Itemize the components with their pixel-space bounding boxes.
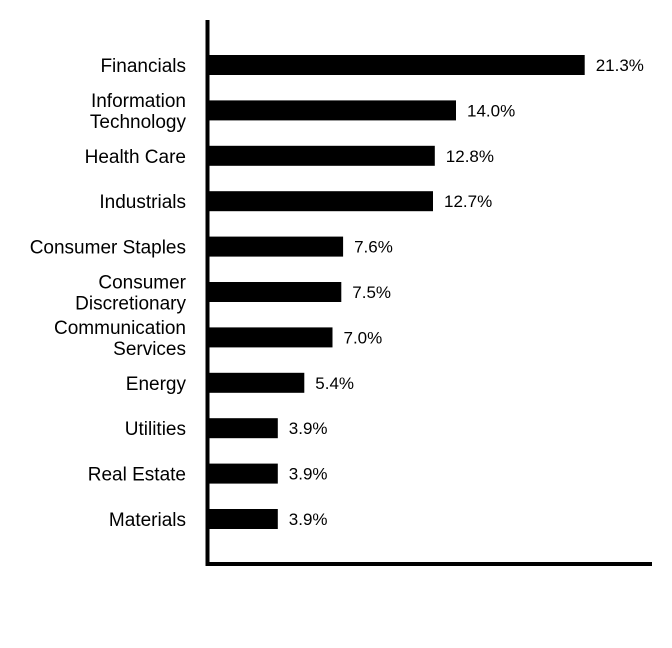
category-label-utilities: Utilities xyxy=(125,419,186,440)
bar-materials xyxy=(209,509,278,529)
value-label-consumer-discretionary: 7.5% xyxy=(352,283,391,302)
bar-communication-services xyxy=(209,327,333,348)
bar-consumer-discretionary xyxy=(209,282,342,302)
value-label-real-estate: 3.9% xyxy=(289,465,328,484)
category-label-line: Energy xyxy=(126,374,187,395)
bar-financials xyxy=(209,55,585,75)
category-label-line: Communication xyxy=(54,318,186,339)
category-label-communication-services: Communication Services xyxy=(54,318,186,360)
category-label-line: Utilities xyxy=(125,419,186,440)
bar-utilities xyxy=(209,418,278,439)
value-label-communication-services: 7.0% xyxy=(344,328,383,347)
bar-consumer-staples xyxy=(209,236,344,257)
category-label-line: Services xyxy=(113,339,186,360)
bar-health-care xyxy=(209,145,435,166)
category-label-line: Consumer xyxy=(98,273,186,294)
category-label-line: Consumer Staples xyxy=(30,238,186,259)
bar-real-estate xyxy=(209,463,278,484)
bar-information-technology xyxy=(209,100,456,121)
bars-group xyxy=(209,55,585,529)
value-label-industrials: 12.7% xyxy=(444,192,492,211)
category-label-line: Technology xyxy=(90,112,187,133)
category-label-information-technology: Information Technology xyxy=(90,91,187,133)
category-labels-group: Financials Information Technology Health Ca… xyxy=(30,56,187,531)
category-label-line: Materials xyxy=(109,510,186,531)
category-label-line: Information xyxy=(91,91,186,112)
value-label-information-technology: 14.0% xyxy=(467,101,515,120)
value-label-energy: 5.4% xyxy=(315,374,354,393)
value-label-utilities: 3.9% xyxy=(289,419,328,438)
value-labels-group: 21.3% 14.0% 12.8% 12.7% 7.6% 7.5% 7.0% 5.4% 3.9%… xyxy=(289,56,644,529)
category-label-line: Discretionary xyxy=(75,294,186,315)
category-label-line: Health Care xyxy=(85,147,186,168)
bar-industrials xyxy=(209,191,433,212)
bar-energy xyxy=(209,372,305,393)
category-label-energy: Energy xyxy=(126,374,187,395)
value-label-consumer-staples: 7.6% xyxy=(354,238,393,257)
value-label-financials: 21.3% xyxy=(596,56,644,75)
category-label-industrials: Industrials xyxy=(99,192,186,213)
category-label-line: Financials xyxy=(100,56,186,77)
category-label-health-care: Health Care xyxy=(85,147,186,168)
category-label-line: Real Estate xyxy=(88,465,186,486)
category-label-materials: Materials xyxy=(109,510,186,531)
category-label-line: Industrials xyxy=(99,192,186,213)
value-label-health-care: 12.8% xyxy=(446,147,494,166)
category-label-consumer-staples: Consumer Staples xyxy=(30,238,186,259)
category-label-consumer-discretionary: Consumer Discretionary xyxy=(75,273,187,315)
category-label-real-estate: Real Estate xyxy=(88,465,186,486)
value-label-materials: 3.9% xyxy=(289,510,328,529)
category-label-financials: Financials xyxy=(100,56,186,77)
